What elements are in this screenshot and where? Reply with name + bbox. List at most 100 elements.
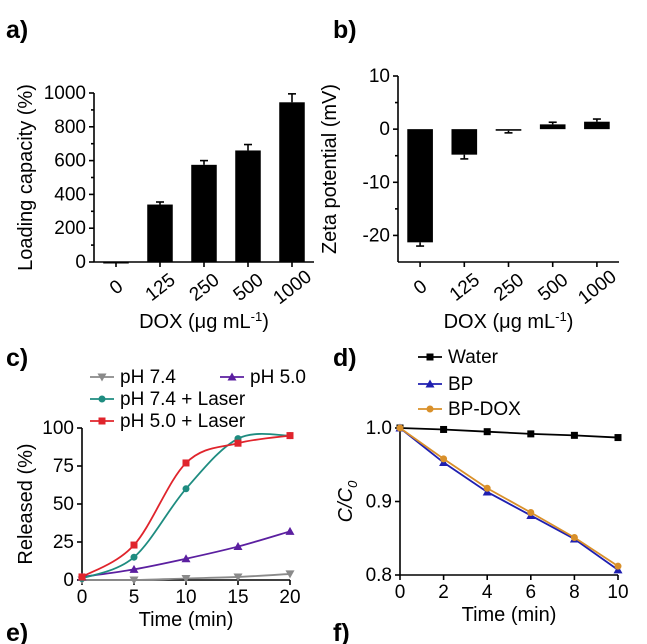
x-tick-label: 0 [410,276,431,299]
legend-marker [98,395,106,403]
x-tick-label: 500 [534,270,572,306]
data-point [129,576,139,585]
series-line [399,427,619,439]
bar [147,204,173,262]
data-point [286,432,294,440]
y-tick-label: 600 [54,151,86,172]
bar [191,164,217,262]
data-point [570,534,578,542]
x-tick-label: 0 [77,587,88,608]
y-tick-label: -20 [363,225,390,246]
data-point [129,564,139,573]
x-tick-label: 125 [446,270,484,306]
data-point [527,509,535,517]
data-point [527,430,535,438]
panel-label-f: f) [333,619,350,644]
data-point [483,484,491,492]
y-axis-label: Loading capacity (%) [15,84,37,271]
legend-label: BP-DOX [448,399,521,420]
legend-label: pH 7.4 + Laser [120,389,246,410]
panel-label-e: e) [6,619,28,644]
legend-label: BP [448,374,473,395]
data-point [233,542,243,551]
data-point [440,425,448,433]
x-tick-label: 500 [230,270,268,306]
series-2 [396,424,622,570]
legend-entry: Water [418,347,499,368]
y-tick-label: 1.0 [366,418,392,439]
data-point [483,428,491,436]
x-tick-label: 8 [569,582,580,603]
y-axis-label: Released (%) [15,443,37,564]
data-point [181,574,191,583]
bar [407,129,433,243]
legend-label: pH 5.0 [250,367,306,388]
data-point [396,424,404,432]
chart-panel-c: 0 5 10 15 20 0 25 50 75 100 Time (min) Released (%)… [15,367,306,631]
data-point [285,570,295,579]
y-tick-label: 0 [75,252,86,273]
legend-marker [426,353,434,361]
data-point [234,439,242,447]
legend-marker [227,372,237,381]
x-tick-label: 4 [482,582,493,603]
legend-entry: BP-DOX [418,399,521,420]
data-point [233,573,243,582]
y-tick-label: 1000 [44,83,86,104]
x-axis-label: DOX (μg mL-1) [139,309,269,333]
series-3 [78,432,294,581]
y-tick-label: 0 [63,570,74,591]
legend-marker [426,405,434,413]
panel-label-a: a) [6,16,28,44]
x-tick-label: 10 [175,587,196,608]
bar [539,124,566,130]
y-tick-label: 75 [53,456,74,477]
y-axis-label: Zeta potential (mV) [319,84,341,254]
data-point [78,573,86,581]
x-tick-label: 125 [142,270,180,306]
legend-entry: pH 5.0 + Laser [90,411,246,432]
data-point [614,562,622,570]
y-tick-label: 25 [53,532,74,553]
series-0 [396,424,622,442]
x-tick-label: 15 [227,587,248,608]
bar [279,102,305,262]
y-tick-label: 50 [53,494,74,515]
data-point [614,434,622,442]
bar [235,150,261,262]
y-tick-label: -10 [363,172,390,193]
panel-label-b: b) [333,16,357,44]
data-point [130,553,138,561]
legend-marker [425,379,435,388]
x-tick-label: 0 [395,582,406,603]
y-tick-label: 0.8 [366,565,392,586]
x-tick-label: 1000 [269,266,315,309]
x-tick-label: 20 [279,587,300,608]
x-tick-label: 250 [186,270,224,306]
y-tick-label: 400 [54,184,86,205]
y-tick-label: 10 [369,66,390,87]
y-tick-label: 0 [379,119,390,140]
legend-entry: pH 5.0 [220,367,306,388]
chart-panel-d: 0 2 4 6 8 10 0.8 0.9 1.0 Time (min) C/C0 Water BP BP-… [335,347,629,626]
legend-marker [98,417,106,425]
y-tick-label: 200 [54,218,86,239]
series-line [399,427,619,567]
y-axis-label: C/C0 [335,480,360,522]
legend-entry: BP [418,374,473,395]
legend-entry: pH 7.4 + Laser [90,389,246,410]
legend-label: Water [448,347,499,368]
y-tick-label: 0.9 [366,492,392,513]
x-tick-label: 250 [490,270,528,306]
x-tick-label: 0 [106,276,127,299]
y-tick-label: 800 [54,117,86,138]
x-tick-label: 2 [438,582,449,603]
panel-label-c: c) [6,344,28,372]
series-1 [77,526,295,581]
data-point [182,459,190,467]
bar [451,129,478,155]
panel-label-d: d) [333,344,357,372]
legend-label: pH 5.0 + Laser [120,411,246,432]
